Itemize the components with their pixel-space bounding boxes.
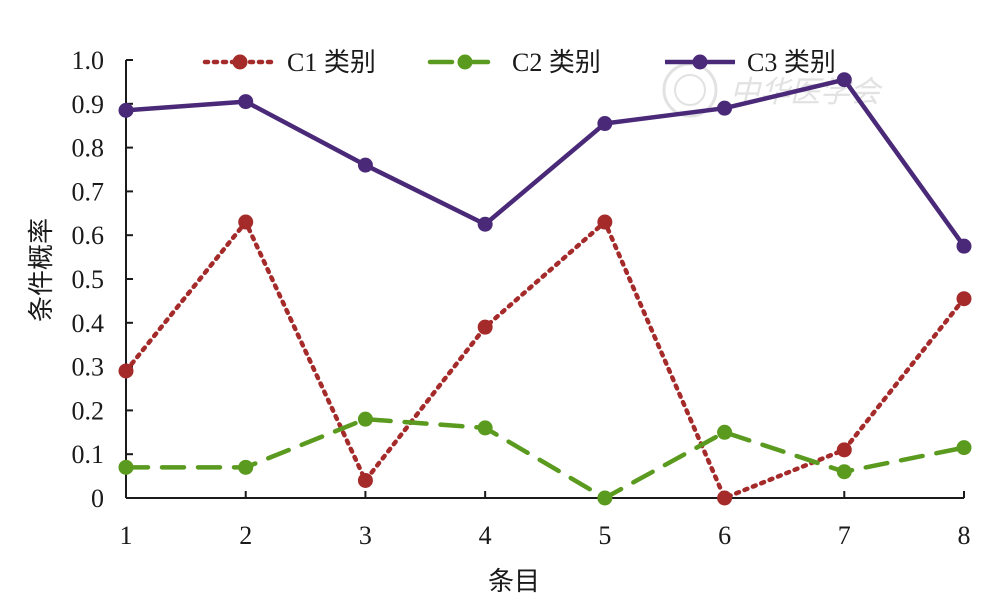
series-3 <box>118 72 972 254</box>
y-tick-label: 0.5 <box>72 265 105 294</box>
legend-label: C2 类别 <box>512 48 601 77</box>
data-point <box>118 102 134 118</box>
y-tick-label: 0.6 <box>72 221 105 250</box>
y-axis-title: 条件概率 <box>27 218 57 322</box>
data-point <box>477 420 493 436</box>
data-point <box>836 464 852 480</box>
data-point <box>717 100 733 116</box>
x-tick-label: 2 <box>239 521 252 550</box>
series-line <box>123 219 967 501</box>
legend-swatch-marker <box>232 54 248 70</box>
series-layer <box>118 72 972 506</box>
x-tick-label: 1 <box>120 521 133 550</box>
series-line <box>125 77 966 248</box>
y-tick-label: 0 <box>91 484 104 513</box>
data-point <box>118 459 134 475</box>
watermark: 中华医学会 <box>662 62 883 118</box>
data-point <box>956 238 972 254</box>
series-line <box>123 416 967 501</box>
series-1 <box>118 214 972 506</box>
y-tick-label: 0.9 <box>72 90 105 119</box>
y-tick-label: 1.0 <box>72 46 105 75</box>
y-tick-label: 0.8 <box>72 134 105 163</box>
data-point <box>238 214 254 230</box>
data-point <box>717 490 733 506</box>
plot-area <box>125 59 965 499</box>
x-tick-label: 8 <box>958 521 971 550</box>
x-tick-label: 6 <box>718 521 731 550</box>
x-tick-label: 3 <box>359 521 372 550</box>
legend-swatch-marker <box>692 54 708 70</box>
series-2 <box>118 411 972 506</box>
data-point <box>836 72 852 88</box>
tick-labels: 0 0.1 0.2 0.3 0.4 0.5 0.6 0.7 0.8 0.9 1.0 1 2 3 4 5 6 7 8 <box>72 46 971 550</box>
legend-item-3: C3 类别 <box>665 48 836 77</box>
y-tick-label: 0.3 <box>72 353 105 382</box>
y-tick-label: 0.4 <box>72 309 105 338</box>
data-point <box>956 291 972 307</box>
legend: C1 类别 C2 类别 C3 类别 <box>202 48 836 77</box>
data-point <box>477 216 493 232</box>
legend-label: C3 类别 <box>747 48 836 77</box>
data-point <box>836 442 852 458</box>
data-point <box>597 214 613 230</box>
legend-label: C1 类别 <box>287 48 376 77</box>
x-tick-label: 5 <box>598 521 611 550</box>
data-point <box>717 424 733 440</box>
x-tick-label: 7 <box>838 521 851 550</box>
y-tick-label: 0.1 <box>72 440 105 469</box>
legend-item-2: C2 类别 <box>427 48 601 77</box>
y-tick-label: 0.2 <box>72 396 105 425</box>
data-point <box>597 490 613 506</box>
data-point <box>597 116 613 132</box>
data-point <box>357 472 373 488</box>
y-tick-label: 0.7 <box>72 177 105 206</box>
data-point <box>357 411 373 427</box>
data-point <box>477 319 493 335</box>
data-point <box>118 363 134 379</box>
data-point <box>238 459 254 475</box>
data-point <box>956 440 972 456</box>
legend-item-1: C1 类别 <box>202 48 376 77</box>
x-axis-title: 条目 <box>488 567 540 597</box>
legend-swatch-marker <box>457 54 473 70</box>
data-point <box>357 157 373 173</box>
x-tick-label: 4 <box>479 521 492 550</box>
data-point <box>238 94 254 110</box>
watermark-text: 中华医学会 <box>730 75 883 110</box>
